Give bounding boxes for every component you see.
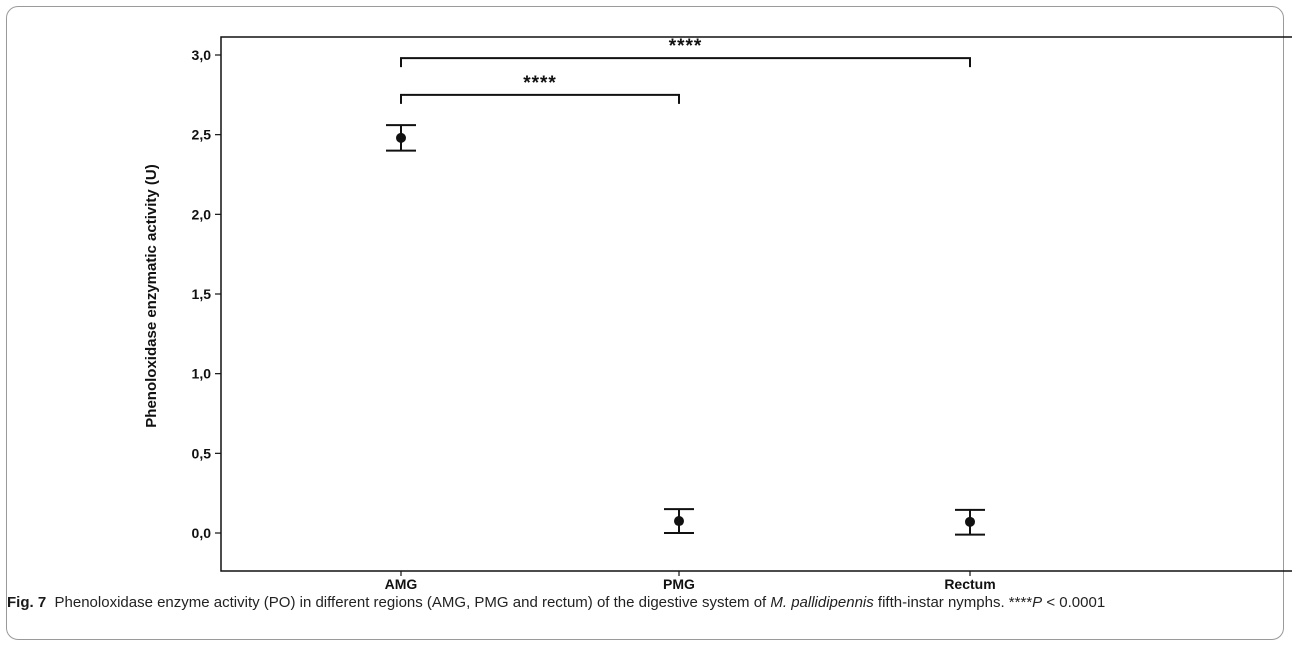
data-point xyxy=(396,132,406,143)
x-category-label: Rectum xyxy=(944,576,995,590)
y-tick-label: 3,0 xyxy=(192,47,212,63)
significance-label: **** xyxy=(523,73,557,94)
significance-bracket xyxy=(400,93,680,104)
significance-label: **** xyxy=(669,36,703,57)
y-tick-label: 0,5 xyxy=(192,445,212,461)
significance-bracket xyxy=(400,57,971,68)
y-tick-label: 0,0 xyxy=(192,525,212,541)
caption-text-end: fifth-instar nymphs. **** xyxy=(873,594,1033,611)
caption-p-symbol: P xyxy=(1032,594,1043,611)
plot-area xyxy=(220,36,1292,572)
figure-caption: Fig. 7 Phenoloxidase enzyme activity (PO… xyxy=(7,593,1277,612)
x-axis: AMG PMG Rectum xyxy=(385,571,996,590)
chart: Phenoloxidase enzymatic activity (U) 0,0… xyxy=(143,36,1292,590)
x-category-label: AMG xyxy=(385,576,418,590)
y-tick-label: 1,5 xyxy=(192,286,212,302)
y-axis: 0,0 0,5 1,0 1,5 2,0 2,5 3,0 xyxy=(192,47,221,541)
y-axis-title: Phenoloxidase enzymatic activity (U) xyxy=(143,164,160,427)
data-point xyxy=(965,516,975,527)
caption-species: M. pallidipennis xyxy=(770,594,874,611)
x-category-label: PMG xyxy=(663,576,695,590)
data-points xyxy=(386,124,985,536)
caption-text: Phenoloxidase enzyme activity (PO) in di… xyxy=(54,594,771,611)
caption-p-value: < 0.0001 xyxy=(1042,594,1106,611)
y-tick-label: 2,0 xyxy=(192,206,212,222)
significance-brackets: **** **** xyxy=(400,36,971,104)
y-tick-label: 1,0 xyxy=(192,366,212,382)
y-tick-label: 2,5 xyxy=(192,127,212,143)
figure-frame xyxy=(6,6,1284,640)
figure-label: Fig. 7 xyxy=(7,594,47,611)
data-point xyxy=(674,516,684,527)
